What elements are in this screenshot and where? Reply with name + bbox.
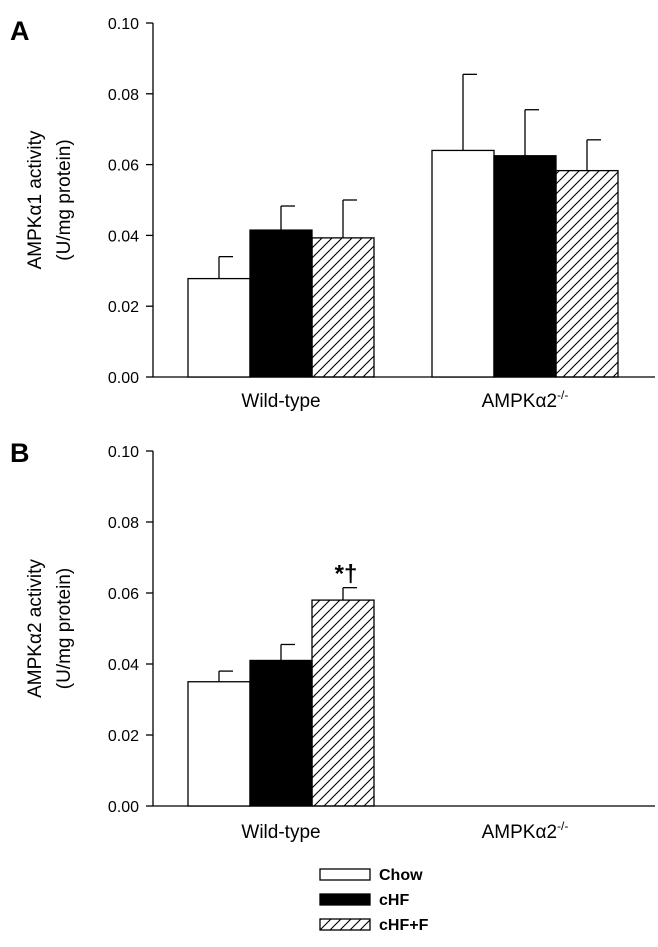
panel-letter: A [10, 16, 30, 46]
y-tick-label: 0.10 [108, 444, 139, 461]
category-name: AMPKα2 [482, 822, 557, 843]
bar-chff [311, 599, 375, 807]
y-tick-label: 0.06 [108, 586, 139, 603]
y-axis-units: (U/mg protein) [54, 568, 75, 689]
panel-b-chart: B 0.00 0.02 0.04 0.06 0.08 0.10 AMPKα2 activity… [10, 438, 655, 843]
bar-chow [187, 277, 251, 378]
legend-swatch-chf [319, 893, 371, 906]
y-tick-label: 0.06 [108, 158, 139, 175]
legend: Chow cHF cHF+F [319, 867, 429, 934]
panel-letter: B [10, 438, 30, 468]
y-tick-label: 0.10 [108, 16, 139, 33]
category-label: Wild-type [241, 391, 320, 412]
y-tick-label: 0.00 [108, 799, 139, 816]
y-axis-title: AMPKα2 activity [25, 559, 46, 698]
category-label: AMPKα2-/- [482, 819, 569, 843]
y-tick-label: 0.04 [108, 228, 139, 245]
category-name: AMPKα2 [482, 391, 557, 412]
y-tick-label: 0.04 [108, 657, 139, 674]
category-label: AMPKα2-/- [482, 388, 569, 412]
bar-chow [431, 149, 495, 378]
category-superscript: -/- [557, 388, 568, 402]
bar-chow [187, 681, 251, 807]
legend-label-chff: cHF+F [379, 917, 429, 934]
bar-chff [311, 237, 375, 378]
bar-chf [493, 155, 557, 378]
bar-chf [249, 659, 313, 807]
y-axis-title: AMPKα1 activity [25, 130, 46, 269]
legend-label-chow: Chow [379, 867, 423, 884]
category-label: Wild-type [241, 822, 320, 843]
legend-label-chf: cHF [379, 892, 409, 909]
category-name: Wild-type [241, 822, 320, 843]
legend-swatch-chff [319, 918, 371, 931]
y-tick-label: 0.08 [108, 87, 139, 104]
panel-a-chart: A 0.00 0.02 0.04 0.06 0.08 0.10 AMPKα1 activity… [10, 16, 655, 412]
y-axis-units: (U/mg protein) [54, 139, 75, 260]
significance-marker: *† [335, 561, 358, 588]
legend-swatch-chow [319, 868, 371, 881]
bar-chff [555, 169, 619, 378]
y-tick-label: 0.02 [108, 728, 139, 745]
category-name: Wild-type [241, 391, 320, 412]
y-tick-label: 0.08 [108, 515, 139, 532]
y-tick-label: 0.02 [108, 299, 139, 316]
bar-chf [249, 229, 313, 378]
category-superscript: -/- [557, 819, 568, 833]
y-tick-label: 0.00 [108, 370, 139, 387]
